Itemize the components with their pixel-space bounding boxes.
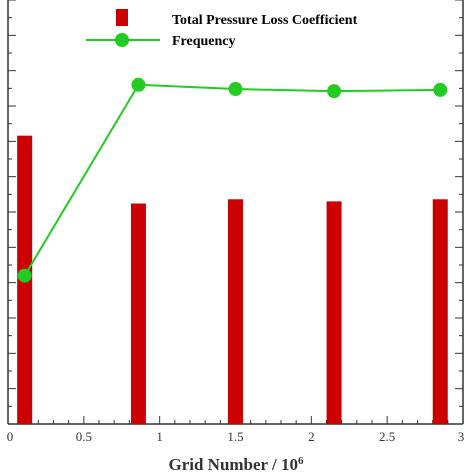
- bar: [432, 199, 448, 424]
- x-tick-label: 1: [156, 429, 163, 444]
- x-axis-title-superscript: 6: [298, 455, 304, 467]
- x-tick-label: 0.5: [76, 429, 92, 444]
- x-axis-title-text: Grid Number / 10: [168, 455, 298, 474]
- legend-bar-swatch: [116, 9, 128, 26]
- frequency-point: [131, 77, 146, 92]
- frequency-point: [228, 82, 243, 97]
- legend-line-marker: [115, 33, 129, 47]
- x-tick-labels: 0 0.5 1 1.5 2 2.5 3: [7, 429, 465, 444]
- bar: [228, 199, 243, 424]
- bar-series: [17, 135, 448, 424]
- x-tick-label: 3: [458, 429, 465, 444]
- bar: [130, 203, 146, 424]
- bar: [326, 201, 342, 424]
- frequency-point: [17, 268, 32, 283]
- legend-bar-label: Total Pressure Loss Coefficient: [172, 13, 358, 28]
- x-tick-label: 2.5: [379, 429, 395, 444]
- line-series: [17, 77, 448, 283]
- frequency-point: [433, 82, 448, 97]
- x-tick-label: 1.5: [227, 429, 243, 444]
- frequency-point: [327, 84, 342, 99]
- x-tick-label: 0: [7, 429, 14, 444]
- legend: Total Pressure Loss Coefficient Frequenc…: [86, 9, 358, 49]
- x-tick-label: 2: [308, 429, 315, 444]
- legend-line-label: Frequency: [172, 34, 236, 49]
- x-axis-title: Grid Number / 106: [168, 455, 304, 474]
